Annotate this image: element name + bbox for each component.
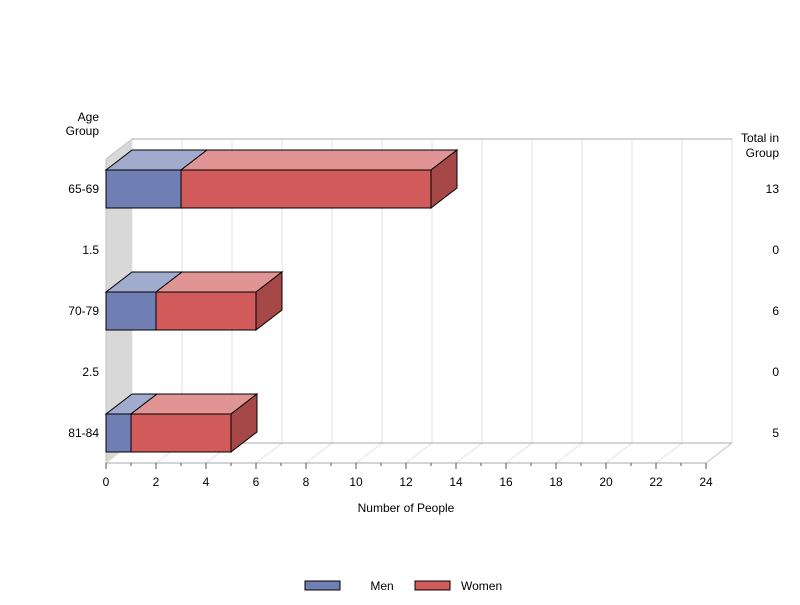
bars: 65-69 13 1.5 0 70-79 6 2.5 0 81-84 5 (68, 148, 780, 454)
x-tick-label: 10 (349, 475, 363, 489)
bar-front-face (105, 169, 182, 209)
bar-segment-men (104, 393, 159, 453)
legend: Men Women (304, 579, 502, 593)
floor-gridline (555, 442, 583, 464)
bar-segment-men (104, 271, 184, 331)
total-label: 0 (772, 243, 779, 257)
floor-gridline (355, 442, 383, 464)
bar-front-face (105, 413, 132, 453)
legend-label-men: Men (370, 579, 393, 593)
bar-top-face (179, 149, 459, 171)
y-tick-label: 65-69 (68, 182, 99, 196)
y-axis-title-line1: Age (78, 110, 100, 124)
floor-gridline (255, 442, 283, 464)
bar-segment-women (129, 392, 259, 454)
bar-segment-women (154, 270, 284, 332)
floor-gridline (405, 442, 433, 464)
x-axis-title: Number of People (358, 501, 455, 515)
floor-gridline (605, 442, 633, 464)
y-tick-label: 1.5 (82, 243, 99, 257)
x-tick-label: 20 (599, 475, 613, 489)
bar-front-face (155, 291, 257, 331)
x-tick-label: 14 (449, 475, 463, 489)
y-tick-label: 2.5 (82, 365, 99, 379)
total-label: 0 (772, 365, 779, 379)
right-axis-title-line1: Total in (741, 131, 779, 145)
bar-segment-women (179, 148, 459, 210)
x-tick-label: 8 (303, 475, 310, 489)
bar-segment-men (104, 149, 209, 209)
total-label: 5 (772, 426, 779, 440)
floor-gridline (455, 442, 483, 464)
x-tick-label: 12 (399, 475, 413, 489)
y-axis-title-line2: Group (66, 124, 100, 138)
floor-gridline (505, 442, 533, 464)
x-tick-label: 4 (203, 475, 210, 489)
x-tick-label: 2 (153, 475, 160, 489)
floor-right-edge (705, 442, 733, 464)
x-tick-label: 24 (699, 475, 713, 489)
legend-swatch-women (414, 580, 451, 591)
total-label: 13 (766, 182, 780, 196)
bar-front-face (130, 413, 232, 453)
axis-labels: Age Group Total in Group Number of Peopl… (66, 110, 780, 515)
y-tick-label: 70-79 (68, 304, 99, 318)
x-tick-label: 0 (103, 475, 110, 489)
bar-front-face (105, 291, 157, 331)
floor-gridline (305, 442, 333, 464)
floor-gridline (655, 442, 683, 464)
legend-label-women: Women (461, 579, 502, 593)
x-tick-label: 18 (549, 475, 563, 489)
y-tick-label: 81-84 (68, 426, 99, 440)
x-tick-label: 16 (499, 475, 513, 489)
total-label: 6 (772, 304, 779, 318)
bar-front-face (180, 169, 432, 209)
x-tick-label: 22 (649, 475, 663, 489)
right-axis-title-line2: Group (746, 146, 780, 160)
x-tick-label: 6 (253, 475, 260, 489)
legend-swatch-men (304, 580, 341, 591)
